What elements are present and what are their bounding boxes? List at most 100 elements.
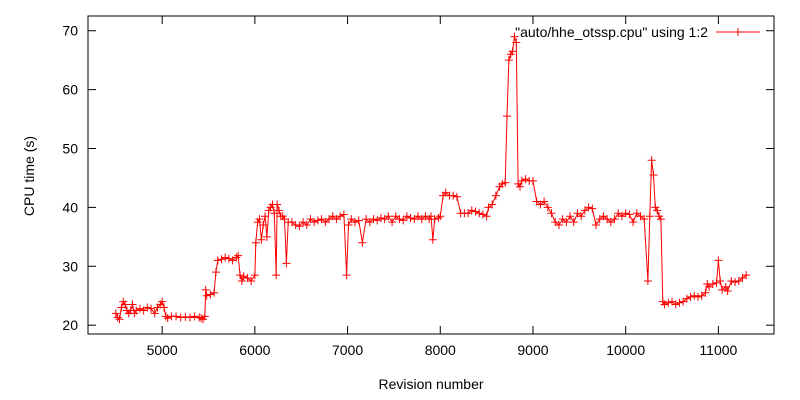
y-tick-label: 70 — [62, 23, 78, 39]
data-point — [273, 200, 282, 209]
data-point — [344, 221, 353, 230]
data-point — [147, 304, 156, 313]
data-point — [261, 212, 270, 221]
y-tick-label: 30 — [62, 258, 78, 274]
data-point — [504, 56, 513, 65]
data-point — [150, 309, 159, 318]
x-tick-label: 6000 — [239, 342, 270, 358]
data-point — [388, 218, 397, 227]
data-point — [488, 200, 497, 209]
data-point — [282, 259, 291, 268]
data-point — [716, 277, 725, 285]
data-point — [712, 278, 721, 287]
data-point — [675, 298, 684, 307]
data-point — [645, 212, 654, 221]
x-tick-label: 8000 — [425, 342, 456, 358]
data-point — [727, 277, 736, 285]
data-point — [202, 291, 211, 300]
data-point — [540, 197, 549, 206]
data-point — [262, 232, 271, 241]
data-point — [302, 221, 311, 230]
data-point — [224, 254, 233, 263]
data-point — [213, 256, 222, 265]
data-point — [482, 212, 491, 221]
data-point — [621, 209, 630, 218]
data-point — [723, 287, 732, 296]
data-point — [515, 182, 524, 191]
data-point — [358, 238, 367, 247]
data-point — [399, 216, 408, 225]
data-point — [257, 235, 266, 244]
data-point — [653, 206, 662, 215]
x-tick-label: 11000 — [699, 342, 737, 358]
data-point — [395, 215, 404, 224]
data-point — [656, 215, 665, 224]
data-point — [200, 312, 209, 321]
data-point — [239, 272, 248, 281]
series-layer — [111, 32, 751, 324]
data-point — [428, 235, 437, 244]
data-point — [342, 271, 351, 280]
data-point — [190, 312, 199, 321]
data-point — [185, 313, 194, 322]
data-point — [143, 303, 152, 312]
data-point — [660, 300, 669, 309]
y-tick-label: 20 — [62, 317, 78, 333]
data-point — [714, 256, 723, 265]
y-tick-label: 40 — [62, 199, 78, 215]
data-point — [449, 191, 458, 200]
data-point — [295, 222, 304, 231]
data-point — [350, 218, 359, 227]
data-point — [217, 255, 226, 264]
data-point — [708, 279, 717, 288]
data-point — [121, 300, 130, 309]
data-point — [369, 215, 378, 224]
data-point — [577, 212, 586, 221]
data-point — [160, 303, 169, 312]
plot-frame — [87, 15, 775, 335]
data-point — [270, 209, 279, 218]
data-point — [647, 156, 656, 165]
data-point — [510, 32, 519, 41]
data-point — [731, 278, 740, 287]
data-point — [132, 306, 141, 315]
data-point — [543, 203, 552, 212]
data-point — [643, 277, 652, 285]
legend-marker — [734, 28, 742, 36]
data-point — [247, 277, 256, 285]
data-point — [512, 38, 521, 47]
x-axis: 5000 6000 7000 8000 9000 10000 11000 — [147, 16, 738, 358]
data-point — [721, 282, 730, 291]
y-axis-title: CPU time (s) — [21, 136, 37, 216]
data-point — [610, 215, 619, 224]
data-point — [128, 300, 137, 309]
data-point — [135, 304, 144, 313]
data-point — [547, 209, 556, 218]
data-point — [339, 210, 348, 219]
data-point — [521, 175, 530, 184]
data-point — [376, 213, 385, 222]
data-point — [562, 218, 571, 227]
data-point — [588, 204, 597, 213]
data-point — [554, 221, 563, 230]
y-axis: 20 30 40 50 60 70 — [62, 23, 774, 333]
x-tick-label: 7000 — [332, 342, 363, 358]
data-point — [475, 209, 484, 218]
data-point — [430, 215, 439, 224]
data-point — [250, 271, 259, 280]
data-point — [671, 300, 680, 309]
data-point — [406, 213, 415, 222]
data-point — [115, 315, 124, 324]
data-point — [255, 215, 264, 224]
data-point — [195, 313, 204, 322]
legend-label: "auto/hhe_otssp.cpu" using 1:2 — [515, 24, 708, 40]
data-point — [501, 178, 510, 187]
data-point — [629, 218, 638, 227]
data-point — [701, 288, 710, 297]
data-point — [384, 212, 393, 221]
data-point — [158, 297, 167, 306]
data-point — [742, 271, 751, 280]
data-point — [259, 221, 268, 230]
y-tick-label: 50 — [62, 141, 78, 157]
